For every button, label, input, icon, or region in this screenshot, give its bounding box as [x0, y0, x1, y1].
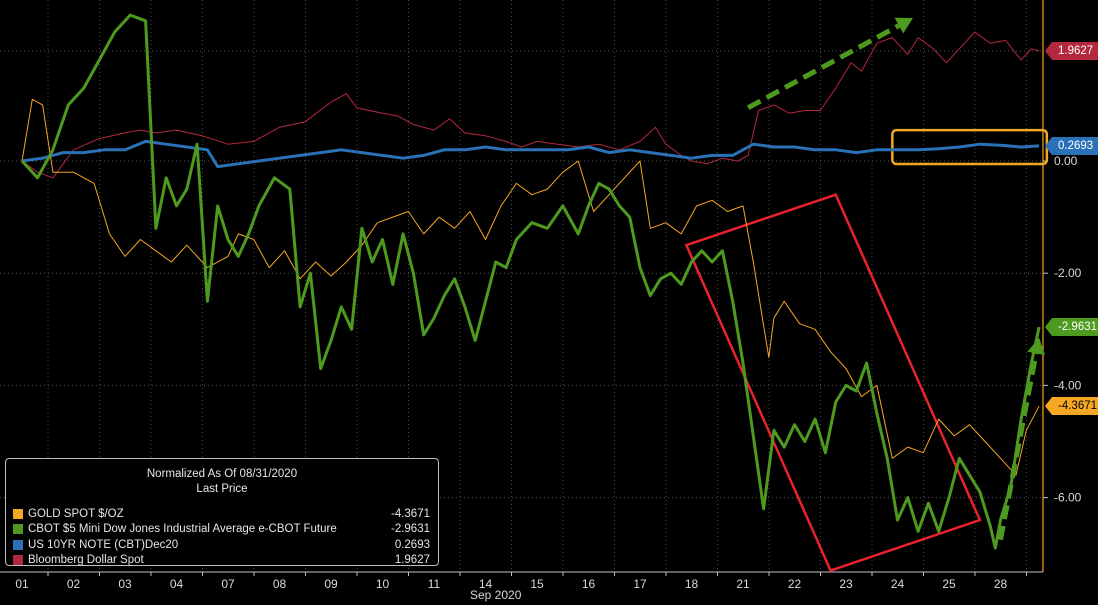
- annotation-arrows: [746, 17, 1045, 541]
- last-value-tag-gold: -4.3671: [1044, 397, 1098, 416]
- legend-swatch-dollar: [13, 555, 23, 566]
- legend-item-dow: CBOT $5 Mini Dow Jones Industrial Averag…: [6, 522, 438, 538]
- series-line-10yr: [21, 139, 1040, 169]
- x-tick-label: 17: [633, 577, 647, 591]
- y-tick-label: -4.00: [1054, 378, 1082, 392]
- legend-item-gold: GOLD SPOT $/OZ -4.3671: [6, 506, 438, 522]
- legend-title: Normalized As Of 08/31/2020 Last Price: [6, 467, 438, 497]
- last-value-10yr: 0.2693: [1058, 139, 1094, 152]
- x-tick-label: 01: [15, 577, 29, 591]
- x-tick-label: 18: [685, 577, 699, 591]
- axes: 0.00 -2.00 -4.00 -6.00 01 02 03 04 07 08 09 10 11 14 1…: [0, 0, 1082, 591]
- x-tick-label: 14: [479, 577, 493, 591]
- legend-swatch-10yr: [13, 539, 23, 550]
- series-line-dollar: [21, 31, 1040, 179]
- series-lines: [20, 13, 1041, 550]
- x-tick-label: 24: [891, 577, 905, 591]
- series-line-dow: [20, 13, 1041, 550]
- y-tick-label: -2.00: [1054, 266, 1082, 280]
- trend-arrow-shaft: [998, 352, 1039, 541]
- legend-label-gold: GOLD SPOT $/OZ: [28, 507, 124, 520]
- x-tick-label: 07: [221, 577, 235, 591]
- legend-rows: GOLD SPOT $/OZ -4.3671 CBOT $5 Mini Dow …: [6, 506, 438, 568]
- trend-arrow-shaft: [746, 23, 901, 110]
- y-tick-label: 0.00: [1054, 154, 1078, 168]
- x-tick-label: 03: [118, 577, 132, 591]
- x-tick-label: 11: [428, 577, 441, 591]
- legend-item-dollar: Bloomberg Dollar Spot 1.9627: [6, 553, 438, 569]
- x-tick-label: 25: [942, 577, 956, 591]
- last-value-dow: -2.9631: [1058, 321, 1098, 334]
- x-tick-label: 10: [376, 577, 390, 591]
- x-tick-label: 22: [788, 577, 802, 591]
- x-tick-label: 09: [324, 577, 338, 591]
- legend-value-gold: -4.3671: [390, 507, 430, 520]
- legend-value-dollar: 1.9627: [394, 554, 430, 567]
- x-tick-label: 02: [67, 577, 81, 591]
- x-tick-label: 04: [170, 577, 184, 591]
- x-tick-label: 21: [736, 577, 750, 591]
- last-value-gold: -4.3671: [1058, 400, 1098, 413]
- legend: Normalized As Of 08/31/2020 Last Price G…: [5, 458, 439, 566]
- legend-label-dollar: Bloomberg Dollar Spot: [28, 554, 144, 567]
- legend-swatch-dow: [13, 524, 23, 535]
- x-tick-label: 15: [530, 577, 544, 591]
- legend-item-10yr: US 10YR NOTE (CBT)Dec20 0.2693: [6, 537, 438, 553]
- x-tick-label: 08: [273, 577, 287, 591]
- last-value-tag-dow: -2.9631: [1044, 318, 1098, 337]
- last-value-tag-10yr: 0.2693: [1044, 136, 1098, 155]
- last-value-dollar: 1.9627: [1058, 45, 1094, 58]
- x-tick-label: 23: [839, 577, 853, 591]
- legend-swatch-gold: [13, 508, 23, 519]
- x-tick-label: 28: [994, 577, 1008, 591]
- legend-label-10yr: US 10YR NOTE (CBT)Dec20: [28, 538, 179, 551]
- y-tick-label: -6.00: [1054, 491, 1082, 505]
- trend-arrow-head: [1027, 337, 1045, 356]
- legend-value-dow: -2.9631: [390, 523, 430, 536]
- legend-value-10yr: 0.2693: [394, 538, 430, 551]
- last-value-tag-dollar: 1.9627: [1044, 42, 1098, 61]
- highlight-box-red: [684, 193, 982, 573]
- x-tick-label: 16: [582, 577, 596, 591]
- legend-title-line1: Normalized As Of 08/31/2020: [146, 468, 298, 480]
- trend-arrow-head: [894, 17, 913, 34]
- legend-label-dow: CBOT $5 Mini Dow Jones Industrial Averag…: [28, 523, 337, 536]
- legend-title-line2: Last Price: [196, 483, 248, 495]
- series-line-gold: [21, 98, 1040, 476]
- x-axis-title: Sep 2020: [470, 588, 522, 602]
